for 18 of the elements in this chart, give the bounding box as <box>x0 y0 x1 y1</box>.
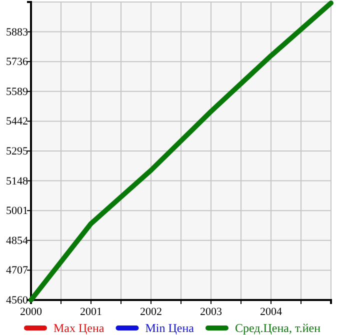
x-tick-label: 2003 <box>200 306 222 318</box>
y-tick-label: 5883 <box>6 26 28 38</box>
y-tick-label: 5148 <box>6 175 28 188</box>
y-tick-label: 5736 <box>6 56 28 68</box>
x-tick-label: 2000 <box>20 306 42 318</box>
legend-label: Сред.Цена, т.йен <box>234 321 322 335</box>
y-tick-label: 5442 <box>6 116 28 128</box>
y-tick-label: 4854 <box>6 234 28 247</box>
x-tick-label: 2002 <box>140 306 162 318</box>
y-tick-label: 4707 <box>6 264 28 277</box>
x-tick-label: 2004 <box>260 306 282 318</box>
legend-label: Min Цена <box>145 321 195 335</box>
y-tick-label: 5001 <box>6 205 28 218</box>
y-tick-label: 5589 <box>6 86 28 98</box>
legend-label: Max Цена <box>53 321 105 335</box>
x-tick-label: 2001 <box>80 306 102 318</box>
y-tick-label: 4560 <box>6 294 28 307</box>
y-tick-label: 5295 <box>6 146 28 158</box>
